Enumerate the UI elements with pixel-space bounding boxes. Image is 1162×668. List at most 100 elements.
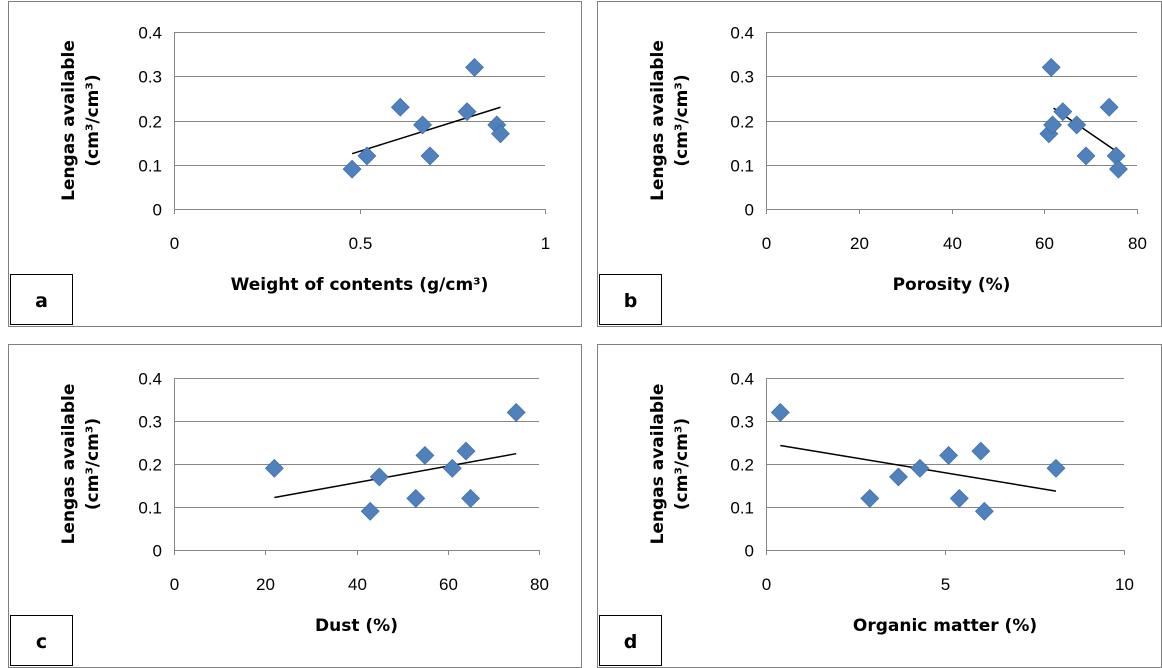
y-tick-label: 0.4 xyxy=(730,370,754,389)
y-axis-title-line1: Lengas available xyxy=(59,384,79,545)
data-point xyxy=(442,458,462,478)
y-tick-label: 0.1 xyxy=(730,499,754,518)
data-point xyxy=(457,102,477,122)
y-tick-label: 0 xyxy=(745,542,754,561)
data-point xyxy=(390,97,410,117)
data-point xyxy=(971,441,991,461)
data-point xyxy=(360,501,380,521)
chart-frame xyxy=(597,344,1162,668)
x-axis-title: Dust (%) xyxy=(315,616,398,636)
chart-frame xyxy=(8,1,582,327)
chart-panel-c: 0 0.1 0.2 0.3 0.4 0 20 40 60 80 Dust (%) Lengas ava… xyxy=(8,344,582,668)
panel-label: a xyxy=(35,290,48,312)
y-axis-title-line2: (cm³/cm³) xyxy=(83,418,103,510)
data-point xyxy=(264,458,284,478)
y-tick-label: 0.1 xyxy=(138,157,162,176)
panel-label: d xyxy=(624,631,638,653)
data-point xyxy=(1109,159,1128,179)
data-point xyxy=(506,402,526,422)
y-tick-label: 0.2 xyxy=(730,113,754,132)
x-tick-label: 60 xyxy=(1035,234,1054,253)
panel-label-box xyxy=(599,274,662,325)
y-tick-label: 0.2 xyxy=(138,113,162,132)
y-tick-label: 0.4 xyxy=(138,24,162,43)
x-tick-label: 80 xyxy=(530,575,549,594)
x-axis-title: Porosity (%) xyxy=(893,275,1011,295)
y-tick-label: 0.2 xyxy=(730,456,754,475)
trendline xyxy=(274,452,517,499)
data-point xyxy=(461,488,480,508)
chart-panel-a: 0 0.1 0.2 0.3 0.4 0 0.5 1 Weight of contents (g/… xyxy=(8,1,582,327)
x-axis-title: Organic matter (%) xyxy=(853,616,1037,636)
y-tick-label: 0 xyxy=(745,201,754,220)
data-point xyxy=(491,124,510,144)
data-point xyxy=(406,488,426,508)
x-tick-label: 40 xyxy=(943,234,962,253)
chart-panel-d: 0 0.1 0.2 0.3 0.4 0 5 10 Organic matter (%) Lenga… xyxy=(597,344,1162,668)
panel-label: b xyxy=(624,290,638,312)
y-tick-label: 0.2 xyxy=(138,456,162,475)
x-tick-label: 0 xyxy=(762,234,771,253)
y-axis-title-line1: Lengas available xyxy=(59,40,79,201)
data-point xyxy=(342,159,362,179)
x-tick-label: 5 xyxy=(941,575,950,594)
panel-label-box xyxy=(599,615,662,666)
y-axis-title-line2: (cm³/cm³) xyxy=(672,74,692,166)
y-tick-label: 0.4 xyxy=(730,24,754,43)
chart-panel-b: 0 0.1 0.2 0.3 0.4 0 20 40 60 80 Porosity (%) Lengas… xyxy=(597,1,1162,327)
x-tick-label: 0 xyxy=(170,575,179,594)
y-tick-label: 0 xyxy=(153,542,162,561)
data-point xyxy=(415,445,435,465)
scatter-chart-d: 0 0.1 0.2 0.3 0.4 0 5 10 Organic matter (%) Lenga… xyxy=(597,344,1162,668)
chart-frame xyxy=(8,344,582,668)
x-tick-label: 0.5 xyxy=(349,234,373,253)
x-tick-label: 0 xyxy=(170,234,179,253)
x-tick-label: 10 xyxy=(1115,575,1134,594)
x-tick-label: 0 xyxy=(762,575,771,594)
scatter-chart-b: 0 0.1 0.2 0.3 0.4 0 20 40 60 80 Porosity (%) Lengas… xyxy=(597,1,1162,327)
panel-label-box xyxy=(10,274,73,325)
y-tick-label: 0.4 xyxy=(138,370,162,389)
data-point xyxy=(1099,97,1119,117)
data-point xyxy=(1041,57,1061,77)
data-point xyxy=(456,441,476,461)
y-tick-label: 0.1 xyxy=(730,157,754,176)
data-point xyxy=(1046,458,1066,478)
data-point xyxy=(420,146,440,166)
x-tick-label: 80 xyxy=(1128,234,1147,253)
data-point xyxy=(1043,115,1063,135)
y-tick-label: 0.3 xyxy=(730,413,754,432)
data-point xyxy=(1053,102,1073,122)
data-point xyxy=(1067,115,1087,135)
x-tick-label: 60 xyxy=(439,575,458,594)
panel-label-box xyxy=(10,615,73,666)
y-tick-label: 0.1 xyxy=(138,499,162,518)
scatter-chart-c: 0 0.1 0.2 0.3 0.4 0 20 40 60 80 Dust (%) Lengas ava… xyxy=(8,344,582,668)
y-axis-title-line2: (cm³/cm³) xyxy=(83,74,103,166)
scatter-chart-a: 0 0.1 0.2 0.3 0.4 0 0.5 1 Weight of contents (g/… xyxy=(8,1,582,327)
data-point xyxy=(889,467,908,487)
x-axis-title: Weight of contents (g/cm³) xyxy=(231,275,489,295)
data-point xyxy=(949,488,969,508)
x-tick-label: 20 xyxy=(256,575,275,594)
data-point xyxy=(413,115,432,135)
data-point xyxy=(1076,146,1096,166)
data-point xyxy=(770,402,790,422)
x-tick-label: 20 xyxy=(850,234,869,253)
y-tick-label: 0.3 xyxy=(138,68,162,87)
data-point xyxy=(860,488,880,508)
panel-label: c xyxy=(36,631,47,653)
x-tick-label: 40 xyxy=(348,575,367,594)
data-point xyxy=(357,146,377,166)
data-point xyxy=(910,458,930,478)
y-tick-label: 0 xyxy=(153,201,162,220)
y-tick-label: 0.3 xyxy=(730,68,754,87)
y-axis-title-line1: Lengas available xyxy=(648,384,668,545)
y-tick-label: 0.3 xyxy=(138,413,162,432)
y-axis-title-line1: Lengas available xyxy=(648,40,668,201)
y-axis-title-line2: (cm³/cm³) xyxy=(672,418,692,510)
data-point xyxy=(465,57,484,77)
data-point xyxy=(939,445,959,465)
x-tick-label: 1 xyxy=(541,234,550,253)
chart-frame xyxy=(597,1,1162,327)
